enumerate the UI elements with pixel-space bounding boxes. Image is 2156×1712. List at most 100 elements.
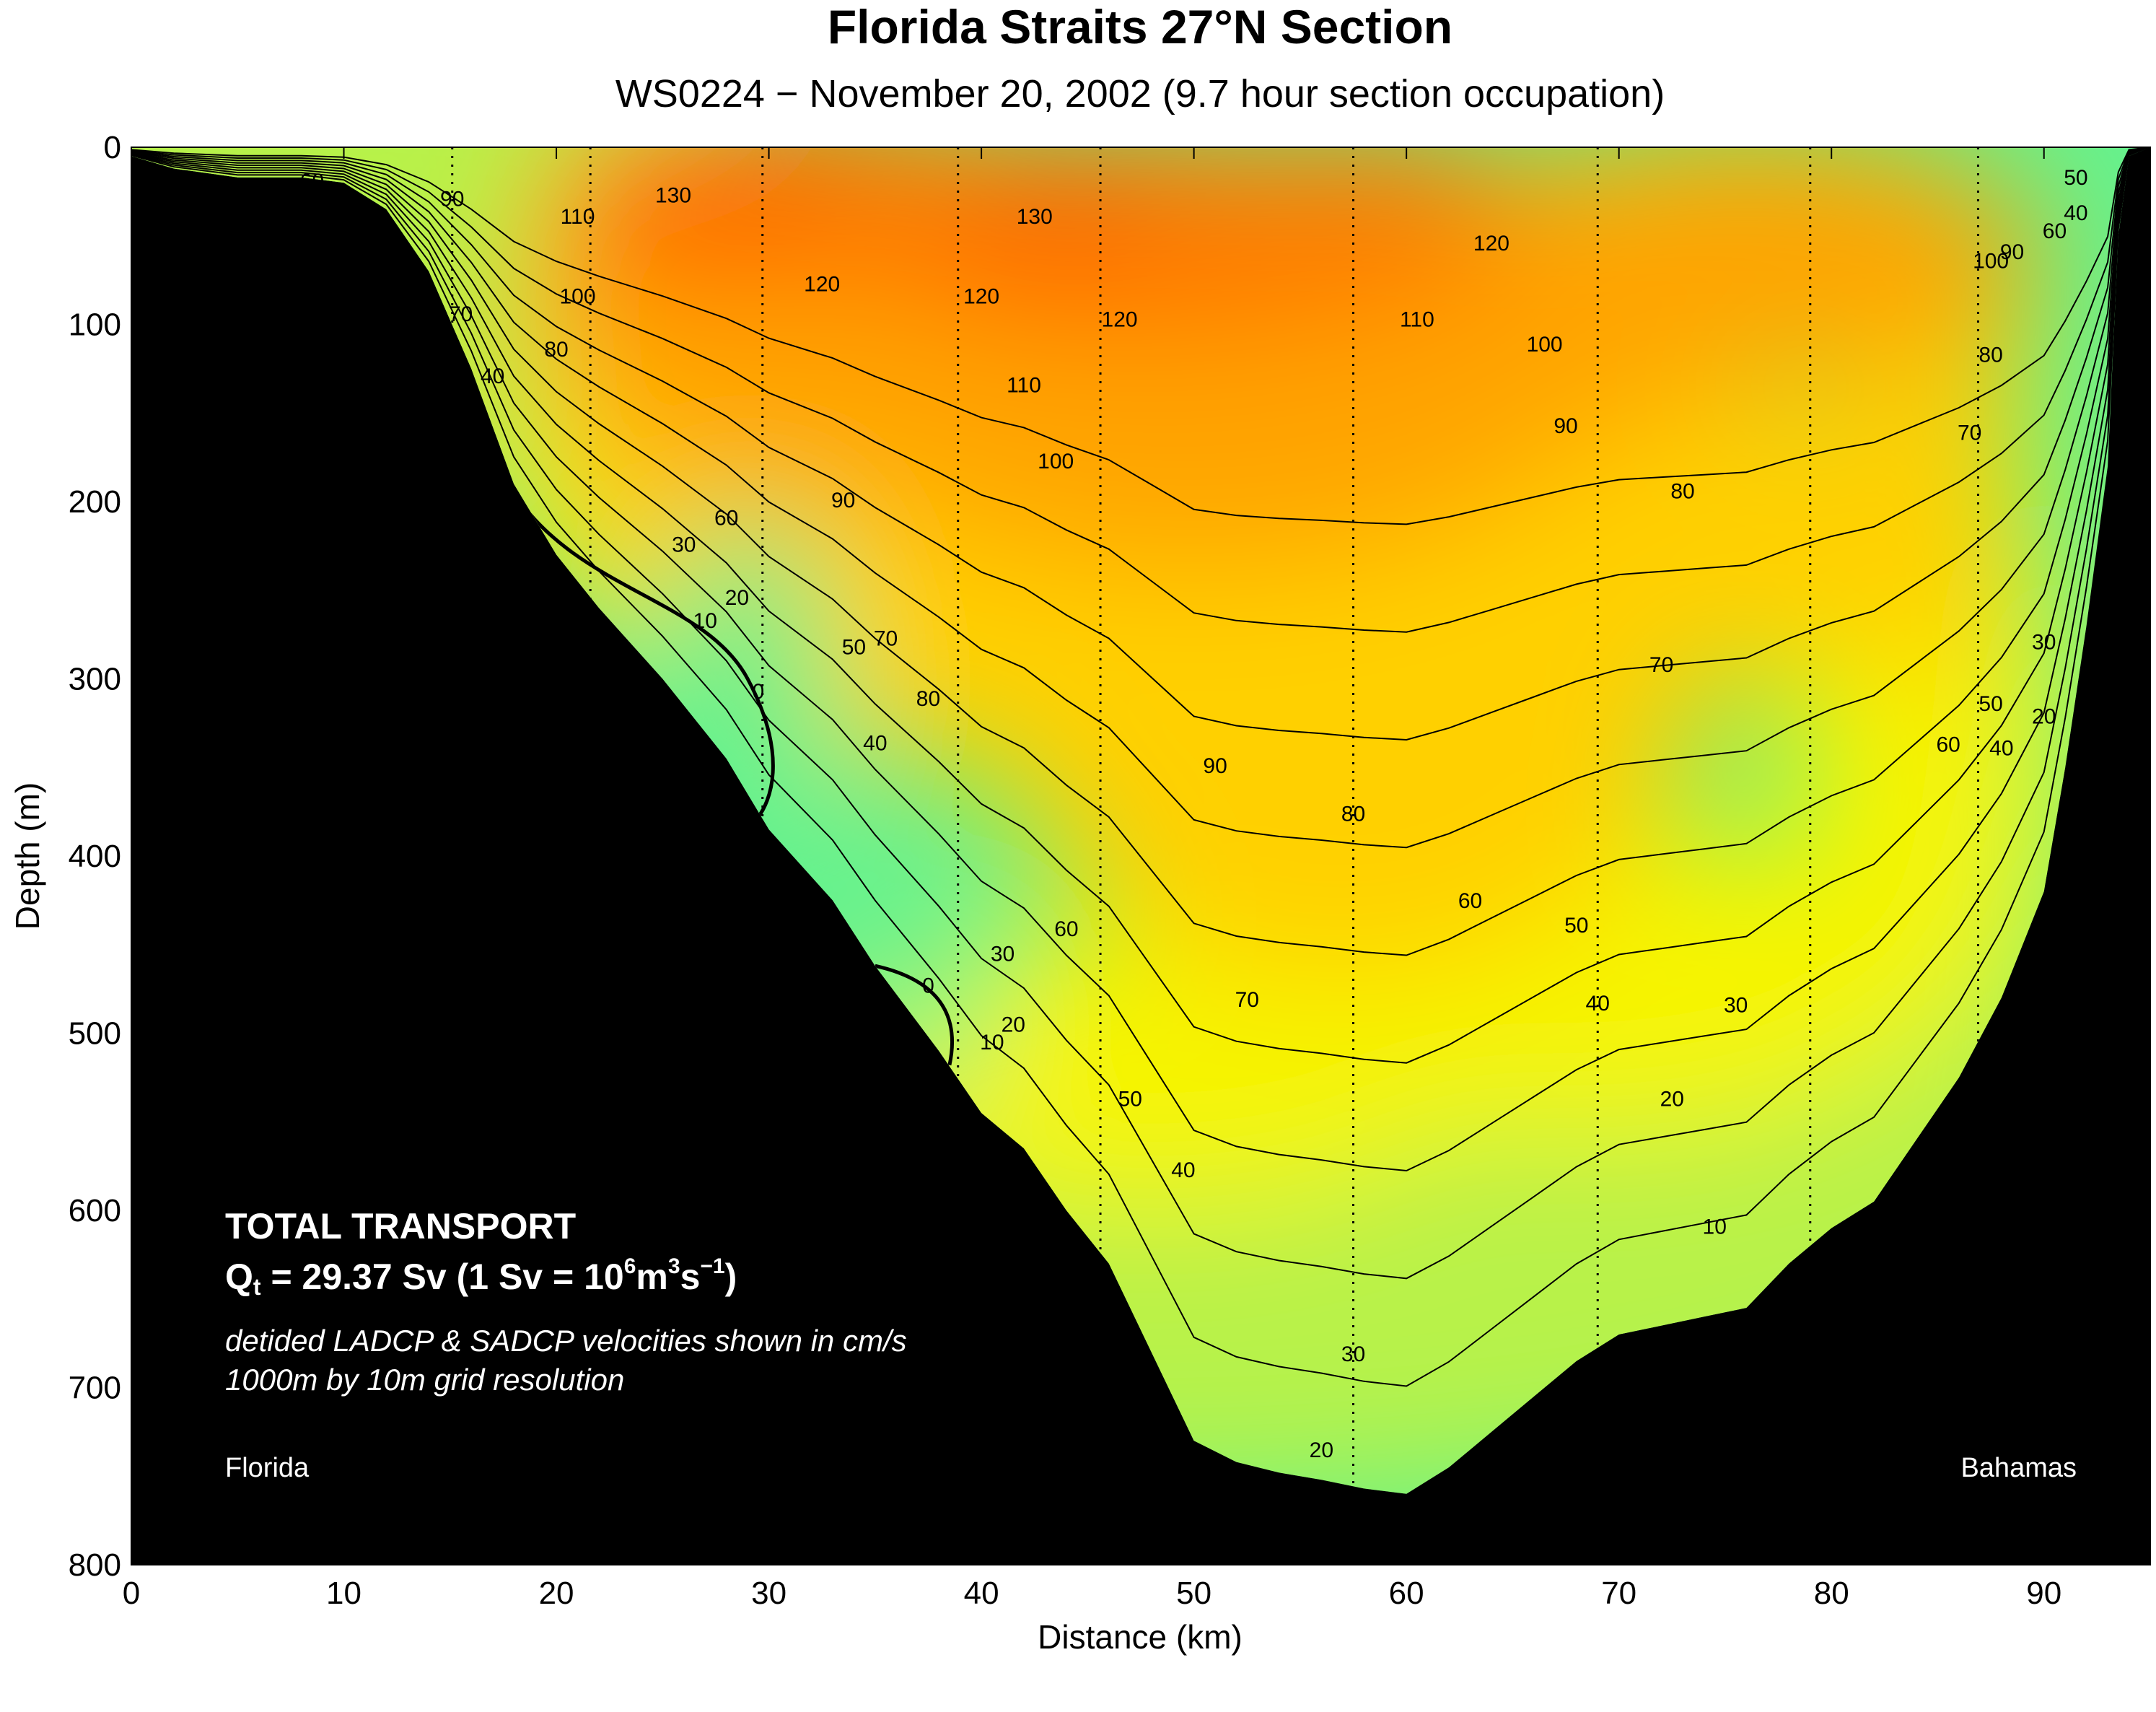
transport-exponent-3: −1 xyxy=(700,1254,724,1278)
contour-label: 90 xyxy=(1203,754,1227,778)
contour-line xyxy=(131,147,2150,741)
contour-label: 10 xyxy=(2054,825,2077,849)
contour-label: 80 xyxy=(1978,344,2002,367)
contour-label: 90 xyxy=(2000,240,2024,264)
x-tick-label: 40 xyxy=(964,1576,999,1611)
contour-label: 40 xyxy=(1586,992,1610,1016)
contour-label: 120 xyxy=(804,272,840,296)
y-tick-label: 800 xyxy=(69,1547,121,1583)
contour-label: 30 xyxy=(1341,1342,1365,1366)
contour-label: 60 xyxy=(1054,917,1078,941)
x-tick-label: 0 xyxy=(123,1576,140,1611)
chart-subtitle: WS0224 − November 20, 2002 (9.7 hour sec… xyxy=(615,72,1665,115)
annotations: TOTAL TRANSPORT Qt = 29.37 Sv (1 Sv = 10… xyxy=(225,1206,2077,1483)
contour-label: 30 xyxy=(1724,994,1748,1018)
contour-label: 10 xyxy=(1703,1215,1727,1239)
contour-line xyxy=(131,147,2150,525)
contour-line xyxy=(131,147,2150,1280)
transport-unit-m: m xyxy=(636,1257,667,1297)
contour-label: 30 xyxy=(672,533,696,556)
contour-label: 20 xyxy=(2032,704,2056,728)
field-region xyxy=(556,147,854,240)
florida-label: Florida xyxy=(225,1453,310,1483)
contour-label: 70 xyxy=(1649,653,1673,677)
contour-label: 20 xyxy=(1002,1013,1025,1037)
contour-label: 50 xyxy=(1564,914,1588,938)
contour-label: 30 xyxy=(991,942,1015,966)
y-tick-label: 700 xyxy=(69,1371,121,1406)
contour-label: 70 xyxy=(1235,988,1259,1012)
zero-contour xyxy=(512,492,775,818)
contour-label: 40 xyxy=(481,364,504,388)
y-tick-label: 0 xyxy=(104,130,121,165)
contour-label: 20 xyxy=(1660,1088,1684,1112)
transport-unit-s: s xyxy=(680,1257,701,1297)
contour-label: 90 xyxy=(440,188,464,211)
transport-value: Qt = 29.37 Sv (1 Sv = 106m3s−1) xyxy=(225,1254,737,1300)
contour-label: 100 xyxy=(1527,333,1563,357)
x-axis: 0 10 20 30 40 50 60 70 80 90 xyxy=(123,147,2061,1611)
note-line-1: detided LADCP & SADCP velocities shown i… xyxy=(225,1324,907,1358)
contour-line xyxy=(131,147,2150,1172)
x-tick-label: 20 xyxy=(539,1576,574,1611)
contour-label: 30 xyxy=(2032,630,2056,654)
contour-label: 80 xyxy=(1341,802,1365,826)
contour-line xyxy=(131,147,2150,1387)
contour-line xyxy=(131,147,2150,956)
contour-label: 70 xyxy=(874,626,898,650)
y-tick-label: 400 xyxy=(69,839,121,874)
contour-label: 50 xyxy=(2064,166,2087,190)
contour-label: 120 xyxy=(1473,232,1509,256)
transport-exponent-2: 3 xyxy=(668,1254,680,1278)
contour-label: 60 xyxy=(714,506,738,530)
contour-label: 10 xyxy=(980,1031,1004,1054)
transport-exponent-1: 6 xyxy=(624,1254,636,1278)
x-tick-label: 60 xyxy=(1389,1576,1424,1611)
y-axis-label: Depth (m) xyxy=(9,782,46,930)
plot-area: 6090110130130120120120120100110100110100… xyxy=(131,147,2151,1565)
contour-label: 70 xyxy=(449,302,473,326)
contour-label: 40 xyxy=(2064,201,2087,225)
transport-close: ) xyxy=(725,1257,737,1297)
velocity-field xyxy=(131,147,2150,1494)
contour-label: 10 xyxy=(693,609,717,633)
x-tick-label: 50 xyxy=(1176,1576,1211,1611)
x-tick-label: 70 xyxy=(1601,1576,1636,1611)
contour-label: 60 xyxy=(1458,889,1482,913)
transport-q-subscript: t xyxy=(253,1274,261,1300)
contour-label: 90 xyxy=(831,489,855,512)
contour-label: 80 xyxy=(916,687,940,711)
y-tick-label: 600 xyxy=(69,1193,121,1228)
contour-line xyxy=(131,147,2150,633)
contour-label: 80 xyxy=(544,338,568,362)
zero-contour xyxy=(875,964,954,1066)
transport-value-text: = 29.37 Sv (1 Sv = 10 xyxy=(261,1257,624,1297)
contour-label: 40 xyxy=(863,731,887,755)
contour-label: 20 xyxy=(1310,1438,1333,1462)
x-tick-label: 30 xyxy=(751,1576,786,1611)
contour-label: 130 xyxy=(1017,205,1053,229)
contour-label: 40 xyxy=(1989,737,2013,761)
x-tick-label: 10 xyxy=(326,1576,361,1611)
contour-label: 60 xyxy=(1937,733,1960,757)
contour-label: 120 xyxy=(963,285,999,309)
y-tick-label: 500 xyxy=(69,1016,121,1052)
y-tick-label: 200 xyxy=(69,484,121,520)
contour-label: 50 xyxy=(1978,692,2002,716)
contour-label: 0 xyxy=(753,680,765,704)
contour-label: 90 xyxy=(1554,414,1577,438)
contour-label: 80 xyxy=(1670,480,1694,504)
contour-label: 100 xyxy=(559,285,595,309)
total-transport-label: TOTAL TRANSPORT xyxy=(225,1206,576,1246)
chart-title: Florida Straits 27°N Section xyxy=(828,0,1452,53)
note-line-2: 1000m by 10m grid resolution xyxy=(225,1363,624,1397)
contour-label: 70 xyxy=(1958,422,1981,445)
contour-label: 120 xyxy=(1102,308,1138,332)
contour-line xyxy=(131,147,2150,849)
contour-label: 130 xyxy=(655,184,691,208)
contour-label: 110 xyxy=(561,205,595,229)
contour-label: 50 xyxy=(1118,1088,1142,1112)
x-axis-label: Distance (km) xyxy=(1038,1618,1243,1656)
